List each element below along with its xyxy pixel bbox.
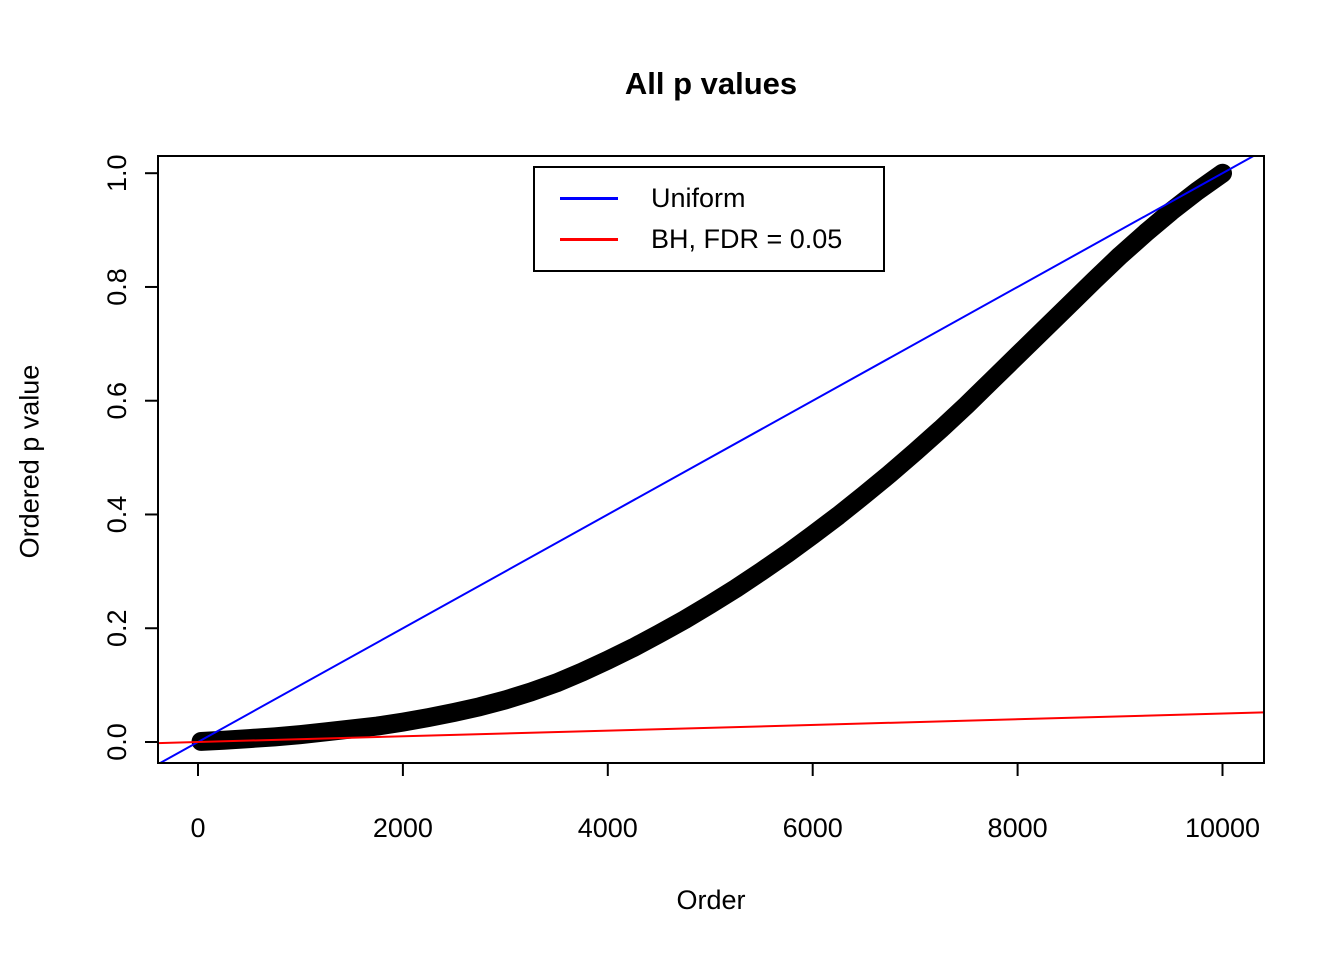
y-tick-label: 0.2 [102, 609, 132, 647]
legend-item-bh: BH, FDR = 0.05 [535, 224, 883, 256]
x-tick-label: 2000 [373, 813, 433, 843]
y-tick-label: 1.0 [102, 154, 132, 192]
x-tick-label: 4000 [578, 813, 638, 843]
bh-line-swatch [560, 238, 618, 241]
series-line-bh-fdr-0-05 [157, 711, 1265, 745]
series-line-uniform [159, 155, 1254, 764]
legend: Uniform BH, FDR = 0.05 [533, 166, 885, 272]
plot-border [157, 155, 1265, 764]
chart-title: All p values [624, 66, 798, 101]
y-tick-label: 0.8 [102, 268, 132, 306]
x-tick-label: 10000 [1185, 813, 1260, 843]
y-axis-label: Ordered p value [14, 364, 45, 559]
legend-label-bh: BH, FDR = 0.05 [651, 224, 843, 254]
x-tick-label: 8000 [988, 813, 1048, 843]
x-tick-label: 6000 [783, 813, 843, 843]
observed-p-curve [191, 163, 1232, 751]
uniform-line-swatch [560, 197, 618, 200]
legend-label-uniform: Uniform [651, 183, 746, 213]
x-tick-label: 0 [190, 813, 205, 843]
x-axis-label: Order [676, 885, 746, 915]
y-tick-label: 0.6 [102, 382, 132, 420]
y-tick-label: 0.4 [102, 496, 132, 534]
legend-item-uniform: Uniform [535, 183, 883, 215]
y-tick-label: 0.0 [102, 723, 132, 761]
